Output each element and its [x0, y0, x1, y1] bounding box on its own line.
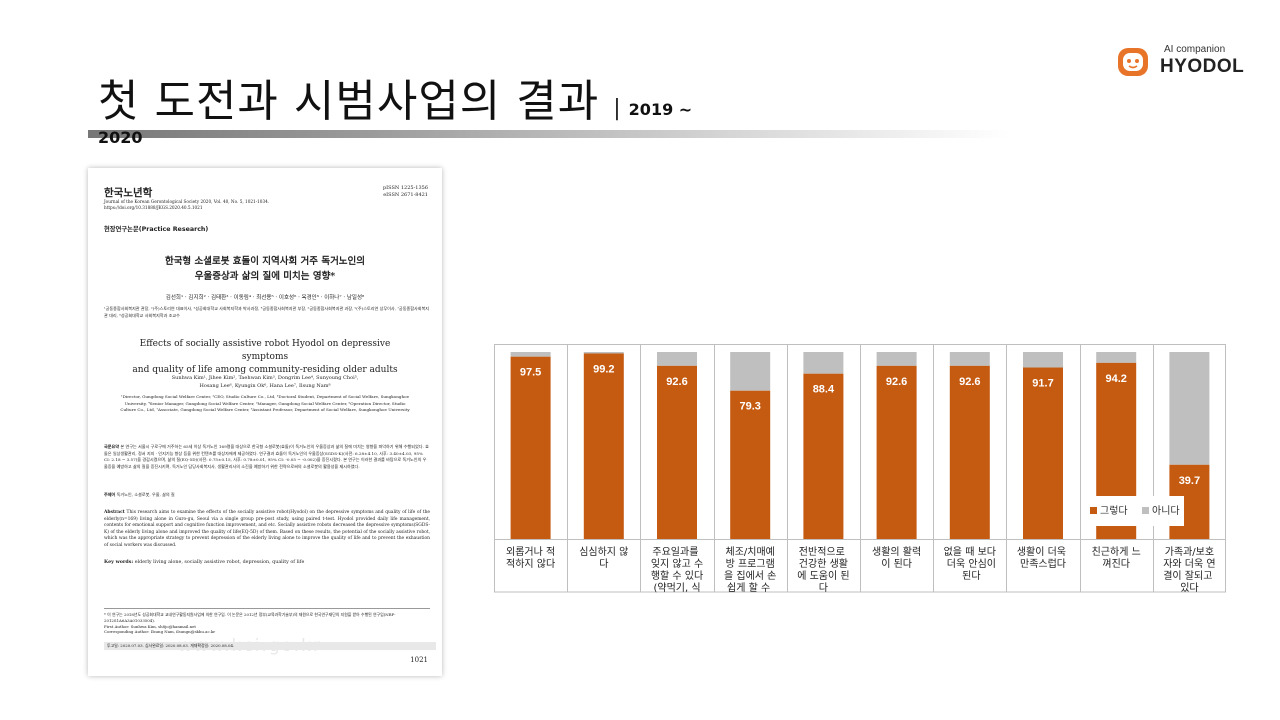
year-end: 2020 — [98, 128, 143, 147]
category-label-7: 없을 때 보다 더욱 안심이 된다 — [944, 545, 996, 582]
paper-korean-title-line1: 한국형 소셜로봇 효돌이 지역사회 거주 독거노인의 — [164, 256, 366, 267]
bar-yes-4 — [730, 390, 771, 539]
bar-yes-2 — [583, 353, 624, 539]
paper-korean-title-line2: 우울증상과 삶의 질에 미치는 영향* — [194, 271, 336, 282]
bar-yes-1 — [510, 356, 551, 539]
paper-korean-abstract-text: 본 연구는 서울시 구로구에 거주하는 65세 이상 독거노인 169명을 대상… — [104, 444, 429, 469]
hyodol-badge-icon — [1118, 48, 1148, 76]
paper-korean-keywords: 주제어 독거노인, 소셜로봇, 우울, 삶의 질 — [104, 492, 430, 499]
survey-stacked-bar-chart: 97.5 99.2 92.6 79.3 88.4 92.6 92.6 91.7 94.2 39.7… — [494, 344, 1226, 594]
paper-footnote: * 이 연구는 2018년도 성공회대학교 교내연구활동지원사업에 의한 연구임… — [104, 608, 430, 635]
bar-no-2 — [583, 352, 624, 354]
title-row: 첫 도전과 시범사업의 결과 | 2019 ~ — [98, 64, 692, 124]
logo-name: HYODOL — [1160, 56, 1245, 77]
year-range: 2019 ~ — [628, 100, 693, 119]
hyodol-logo: AI companion HYODOL — [1116, 44, 1244, 80]
bar-data-label-10: 39.7 — [1179, 475, 1200, 487]
paper-english-abstract-text: This research aims to examine the effect… — [104, 510, 430, 548]
bar-no-10 — [1169, 352, 1210, 465]
paper-issn: pISSN 1225-1356 eISSN 2671-8421 — [383, 185, 428, 199]
paper-english-title-line1: Effects of socially assistive robot Hyod… — [139, 339, 391, 362]
category-label-9: 친근하게 느 껴진다 — [1092, 545, 1141, 570]
paper-thumbnail: 한국노년학 pISSN 1225-1356 eISSN 2671-8421 Jo… — [88, 168, 442, 676]
paper-english-authors-line1: Sunhwa Kim¹, Jihee Kim², Taehwan Kim³, D… — [171, 375, 359, 381]
category-label-8: 생활이 더욱 만족스럽다 — [1017, 545, 1069, 570]
paper-english-authors: Sunhwa Kim¹, Jihee Kim², Taehwan Kim³, D… — [118, 374, 412, 390]
paper-korean-abstract-label: 국문요약 — [104, 444, 120, 449]
bar-data-label-8: 91.7 — [1032, 378, 1053, 390]
bar-yes-5 — [803, 373, 844, 539]
bar-data-label-9: 94.2 — [1105, 373, 1126, 385]
legend-label-2: 아니다 — [1152, 505, 1180, 517]
paper-english-title: Effects of socially assistive robot Hyod… — [118, 338, 412, 377]
paper-english-authors-line2: Hosang Lee⁶, Kyungin Ok⁶, Hana Lee⁷, Ils… — [199, 383, 331, 389]
title-underline — [88, 130, 1008, 138]
paper-korean-keywords-label: 주제어 — [104, 492, 116, 497]
bar-no-7 — [949, 352, 990, 366]
paper-journal-line: Journal of the Korean Gerontological Soc… — [104, 199, 364, 211]
paper-corresponding-author: Corresponding Author: Ilsung Nam, ilsung… — [104, 629, 216, 635]
paper-english-keywords-label: Key words: — [104, 559, 134, 565]
bar-data-label-6: 92.6 — [886, 376, 907, 388]
bar-no-8 — [1023, 352, 1063, 368]
paper-eissn: eISSN 2671-8421 — [383, 192, 428, 198]
paper-english-keywords: Key words: elderly living alone, sociall… — [104, 559, 430, 566]
paper-english-keywords-text: elderly living alone, socially assistive… — [134, 560, 305, 565]
legend-label-1: 그렇다 — [1100, 504, 1128, 517]
bar-no-4 — [730, 352, 771, 391]
bar-data-label-7: 92.6 — [959, 376, 980, 388]
paper-korean-affiliations: ¹궁동종합사회복지관 관장, ²(주)스토리연 대표이사, ³성공회대학교 사회… — [104, 306, 430, 318]
paper-pissn: pISSN 1225-1356 — [382, 185, 428, 191]
bar-data-label-2: 99.2 — [593, 363, 614, 375]
bar-yes-8 — [1023, 367, 1063, 539]
bar-no-3 — [657, 352, 697, 366]
bar-data-label-5: 88.4 — [813, 384, 835, 396]
paper-korean-authors: 김선희¹ · 김지희² · 김태환³ · 이동림⁴ · 최선용⁵ · 이호성⁶ … — [165, 295, 365, 301]
paper-doi: https://doi.org/10.31888/JKGS.2020.40.5.… — [104, 205, 203, 210]
paper-korean-keywords-text: 독거노인, 소셜로봇, 우울, 삶의 질 — [116, 492, 175, 497]
legend-background — [1084, 496, 1184, 526]
paper-page-number: 1021 — [410, 656, 428, 664]
paper-journal: 한국노년학 — [104, 187, 153, 199]
paper-korean-title: 한국형 소셜로봇 효돌이 지역사회 거주 독거노인의 우울증상과 삶의 질에 미… — [118, 254, 412, 284]
bar-no-1 — [510, 352, 551, 357]
bar-yes-7 — [949, 365, 990, 539]
paper-english-title-line2: and quality of life among community-resi… — [132, 365, 398, 375]
logo-tagline: AI companion — [1164, 44, 1226, 55]
bar-data-label-1: 97.5 — [520, 367, 541, 379]
paper-footnote-funding: * 이 연구는 2018년도 성공회대학교 교내연구활동지원사업에 의한 연구임… — [104, 612, 396, 623]
paper-english-affiliations: ¹Director, Gungdong Social Welfare Cente… — [120, 394, 410, 412]
paper-type: 현장연구논문(Practice Research) — [104, 226, 209, 233]
bar-yes-3 — [657, 365, 697, 539]
bar-no-9 — [1096, 352, 1137, 363]
paper-first-author: First Author: Sunhwa Kim, sh8jo@hanmail.… — [104, 623, 196, 629]
bar-no-5 — [803, 352, 844, 374]
page-title: 첫 도전과 시범사업의 결과 — [98, 76, 600, 127]
legend-swatch-1 — [1090, 507, 1097, 514]
paper-journal-info: Journal of the Korean Gerontological Soc… — [104, 199, 270, 204]
category-label-6: 생활의 활력 이 된다 — [872, 545, 921, 570]
bar-no-6 — [876, 352, 917, 366]
legend-swatch-2 — [1142, 507, 1149, 514]
title-separator: | — [613, 96, 621, 121]
paper-dates: 투고일: 2020.07.03. 심사완료일: 2020.08.03. 게재확정… — [104, 642, 436, 650]
paper-english-abstract: Abstract This research aims to examine t… — [104, 510, 430, 550]
bar-yes-6 — [876, 365, 917, 539]
bar-data-label-3: 92.6 — [666, 376, 687, 388]
category-label-1: 외롭거나 적 적하지 않다 — [506, 546, 555, 570]
chart-legend: 그렇다 아니다 — [1084, 496, 1184, 526]
paper-english-abstract-label: Abstract — [104, 510, 125, 515]
bar-data-label-4: 79.3 — [739, 401, 760, 413]
paper-korean-abstract: 국문요약 본 연구는 서울시 구로구에 거주하는 65세 이상 독거노인 169… — [104, 444, 430, 470]
category-label-3: 주요일과를 잊지 않고 수행할 수 있다(약먹기, 식사) — [651, 546, 703, 594]
category-label-10: 가족과/보호 자와 더욱 연 결이 잘되고 있다 — [1163, 546, 1215, 594]
